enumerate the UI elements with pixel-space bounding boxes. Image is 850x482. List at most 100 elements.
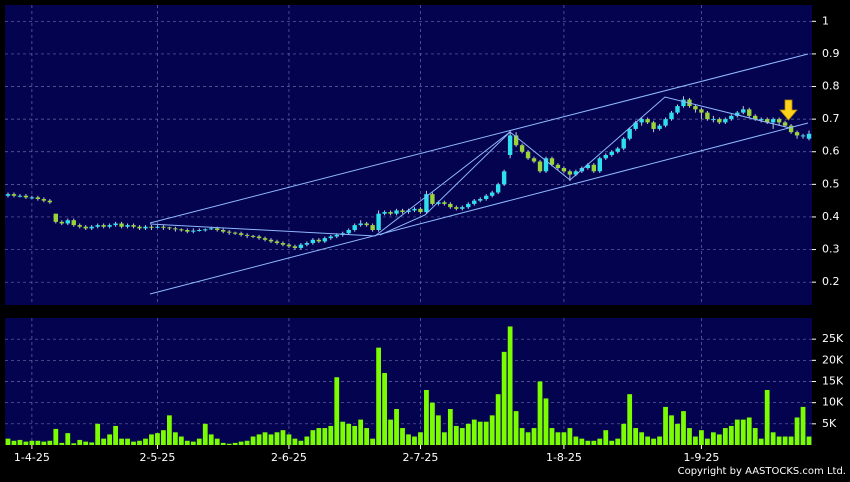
price-panel	[5, 5, 812, 305]
volume-bar	[489, 415, 495, 445]
candle-body	[262, 238, 268, 240]
candle-body	[149, 226, 154, 228]
candle-body	[573, 171, 579, 175]
y-tick-label: 25K	[822, 332, 844, 345]
candle-body	[310, 239, 316, 244]
x-tick-label: 1-4-25	[14, 451, 50, 464]
zigzag-2	[379, 131, 511, 236]
candle-body	[525, 151, 531, 159]
volume-bar	[340, 421, 346, 445]
candle-body	[125, 225, 130, 227]
volume-bar	[459, 428, 465, 445]
volume-bar	[651, 438, 656, 445]
candle-body	[561, 168, 567, 172]
candle-body	[657, 125, 662, 129]
volume-bar	[782, 436, 788, 445]
volume-bar	[172, 432, 178, 445]
candle-body	[603, 155, 608, 159]
candle-body	[95, 225, 100, 227]
volume-bar	[280, 430, 286, 445]
candle-body	[173, 228, 178, 230]
candle-body	[770, 119, 776, 123]
candle-body	[274, 241, 280, 244]
copyright: Copyright by AASTOCKS.com Ltd.	[678, 466, 846, 477]
volume-bar	[370, 438, 376, 445]
volume-bar	[292, 438, 298, 445]
volume-bar	[585, 440, 591, 445]
candle-body	[5, 194, 11, 196]
candle-body	[322, 238, 328, 242]
volume-bar	[352, 425, 358, 445]
volume-bar	[274, 432, 280, 445]
candle-body	[119, 223, 124, 227]
volume-bar	[758, 438, 764, 445]
volume-bar	[262, 432, 268, 445]
volume-bar	[65, 433, 71, 445]
volume-bar	[286, 434, 292, 445]
volume-bar	[178, 436, 184, 445]
candle-body	[442, 202, 447, 204]
volume-bar	[441, 432, 447, 445]
candle-body	[675, 106, 680, 113]
candle-body	[764, 119, 770, 123]
candle-body	[286, 244, 292, 247]
volume-bar	[358, 419, 364, 445]
volume-bar	[23, 441, 29, 445]
volume-bar	[657, 436, 662, 445]
candle-body	[621, 138, 626, 149]
volume-bar	[681, 411, 686, 445]
candle-body	[11, 194, 17, 196]
volume-bar	[591, 440, 597, 445]
volume-bar	[113, 425, 118, 445]
volume-bar	[149, 434, 154, 445]
volume-bar	[424, 389, 429, 445]
volume-bar	[208, 434, 214, 445]
candle-body	[65, 220, 70, 224]
candle-body	[215, 228, 220, 230]
candle-body	[627, 128, 632, 139]
candle-body	[298, 244, 304, 248]
volume-bar	[687, 428, 692, 445]
volume-bar	[244, 440, 250, 445]
candle-body	[424, 194, 429, 213]
zigzag	[149, 96, 791, 237]
volume-bar	[501, 351, 507, 445]
volume-bar	[388, 419, 393, 445]
volume-bar	[806, 436, 812, 445]
candle-body	[47, 200, 53, 203]
x-tick-label: 1-8-25	[546, 451, 582, 464]
candle-body	[113, 223, 118, 226]
volume-bar	[507, 326, 513, 445]
volume-bar	[125, 438, 130, 445]
volume-bar	[615, 438, 621, 445]
volume-bar	[137, 440, 142, 445]
volume-bar	[268, 434, 274, 445]
candle-body	[591, 164, 597, 172]
volume-bar	[513, 411, 519, 445]
volume-bar	[238, 441, 244, 445]
volume-bar	[669, 415, 674, 445]
candle-body	[77, 225, 82, 227]
candle-body	[59, 221, 64, 224]
candle-body	[334, 234, 339, 237]
candle-body	[197, 230, 202, 231]
candle-body	[615, 148, 620, 152]
candle-body	[352, 225, 357, 230]
candle-body	[17, 195, 23, 197]
channel-lower	[149, 122, 809, 295]
volume-bar	[531, 428, 537, 445]
volume-bar	[716, 434, 722, 445]
candle-body	[723, 119, 728, 123]
volume-bar	[196, 438, 202, 445]
candle-body	[585, 164, 591, 169]
arrow-marker	[779, 99, 798, 121]
candle-body	[489, 192, 495, 196]
candle-body	[549, 158, 555, 165]
y-tick-label: 0.8	[822, 80, 840, 93]
volume-bar	[495, 394, 501, 445]
volume-bar	[382, 373, 387, 445]
volume-bar	[764, 389, 770, 445]
candle-body	[388, 212, 393, 214]
